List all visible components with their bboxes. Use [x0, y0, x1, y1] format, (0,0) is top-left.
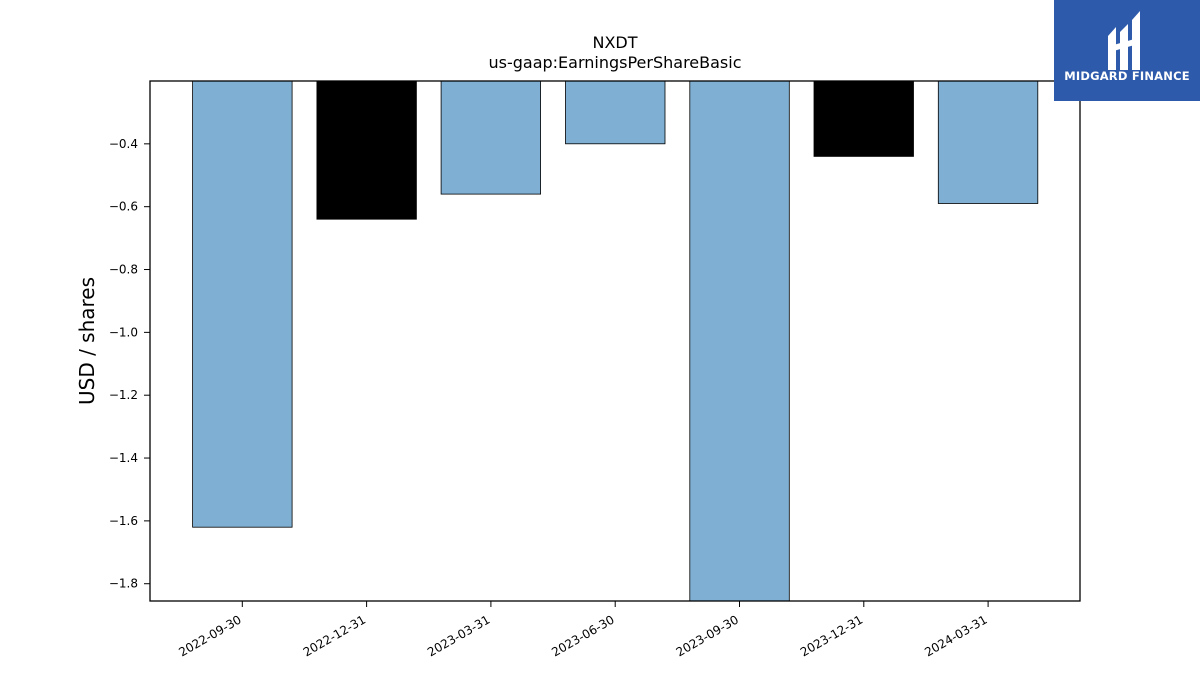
x-axis: 2022-09-30 2022-12-31 2023-03-31 2023-06-30… — [176, 601, 990, 659]
y-tick-label: −0.8 — [109, 263, 138, 277]
y-tick-label: −0.4 — [109, 137, 138, 151]
logo-text: MIDGARD FINANCE — [1064, 69, 1190, 83]
y-axis-label: USD / shares — [75, 277, 99, 405]
bar — [440, 80, 542, 195]
y-tick-label: −1.0 — [109, 325, 138, 339]
midgard-logo-icon — [1108, 11, 1140, 70]
bar — [565, 80, 666, 145]
x-tick-label: 2023-09-30 — [674, 612, 741, 659]
y-tick-label: −1.6 — [109, 514, 138, 528]
x-tick-label: 2023-06-30 — [549, 612, 616, 659]
x-tick-label: 2023-12-31 — [798, 612, 865, 659]
bar — [813, 80, 914, 157]
y-axis: −1.8 −1.6 −1.4 −1.2 −1.0 −0.8 −0.6 −0.4 — [109, 137, 150, 591]
bar — [192, 80, 293, 528]
bar — [689, 80, 790, 602]
chart-title: NXDT — [592, 33, 637, 52]
y-tick-label: −1.2 — [109, 388, 138, 402]
bar — [937, 80, 1039, 204]
bars-group — [192, 80, 1039, 602]
y-tick-label: −1.8 — [109, 577, 138, 591]
midgard-finance-logo: MIDGARD FINANCE — [1054, 0, 1200, 101]
x-tick-label: 2024-03-31 — [922, 612, 989, 659]
x-tick-label: 2022-09-30 — [176, 612, 243, 659]
bar — [316, 80, 417, 220]
chart-subtitle: us-gaap:EarningsPerShareBasic — [488, 53, 741, 72]
x-tick-label: 2022-12-31 — [301, 612, 368, 659]
x-tick-label: 2023-03-31 — [425, 612, 492, 659]
y-tick-label: −0.6 — [109, 200, 138, 214]
y-tick-label: −1.4 — [109, 451, 138, 465]
